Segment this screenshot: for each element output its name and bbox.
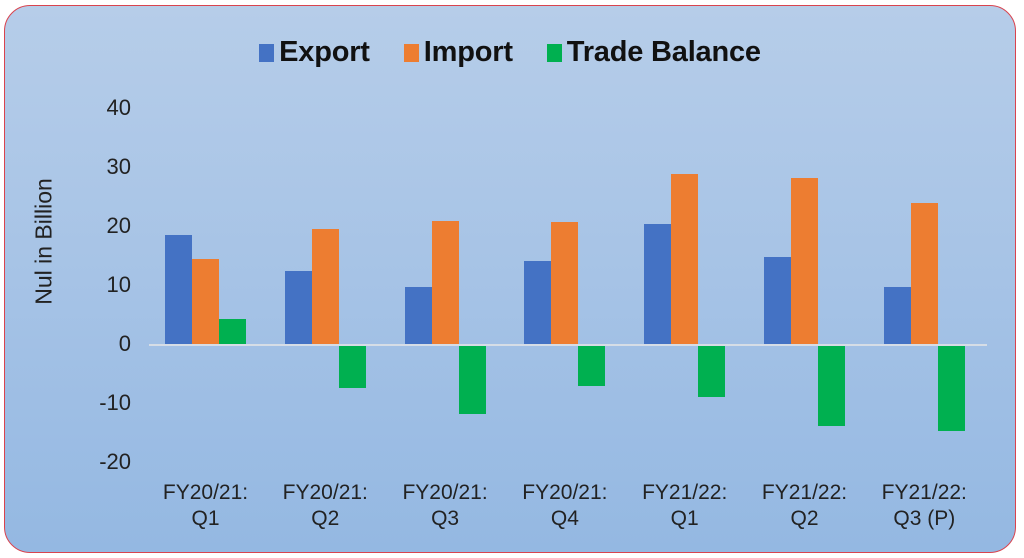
legend-item-export: Export	[259, 36, 370, 69]
y-axis-label: Nul in Billion	[30, 178, 57, 305]
x-tick-label: FY21/22: Q2	[740, 480, 870, 532]
x-tick-line: Q2	[311, 507, 340, 530]
y-tick-label: 0	[118, 331, 131, 356]
bar-import	[311, 228, 339, 344]
x-tick-line: Q3	[431, 507, 460, 530]
bar-import	[431, 221, 459, 344]
y-tick-label: 10	[106, 272, 131, 297]
x-tick-line: Q3 (P)	[893, 507, 956, 530]
x-tick-line: Q1	[670, 507, 699, 530]
legend-item-import: Import	[403, 36, 513, 69]
x-tick-label: FY20/21: Q2	[260, 480, 390, 532]
bar-trade-balance	[937, 346, 965, 431]
chart-frame: Export Import Trade Balance Nul in Billi…	[4, 5, 1016, 553]
x-tick-line: FY20/21:	[522, 481, 608, 504]
x-tick-line: Q4	[550, 507, 579, 530]
x-tick-line: FY20/21:	[282, 481, 368, 504]
bar-export	[764, 257, 791, 344]
bar-export	[644, 224, 672, 344]
legend-label: Export	[279, 36, 370, 68]
bar-import	[671, 174, 699, 344]
x-tick-label: FY21/22: Q3 (P)	[859, 480, 989, 532]
bar-trade-balance	[698, 346, 726, 397]
bar-import	[192, 259, 219, 344]
legend-label: Trade Balance	[566, 36, 761, 68]
bar-export	[404, 286, 432, 344]
bar-trade-balance	[338, 346, 366, 388]
y-tick-label: 40	[106, 95, 131, 120]
bar-trade-balance	[818, 346, 845, 426]
x-tick-label: FY20/21: Q1	[141, 480, 271, 532]
x-tick-line: FY21/22:	[761, 481, 848, 504]
legend-swatch-export	[259, 43, 275, 62]
bar-export	[165, 234, 192, 344]
legend-swatch-trade-balance	[546, 43, 562, 62]
bar-import	[551, 221, 579, 344]
bar-import	[791, 178, 818, 344]
x-tick-line: FY21/22:	[881, 481, 967, 504]
x-tick-line: FY20/21:	[402, 481, 488, 504]
bar-export	[284, 270, 312, 344]
chart-legend: Export Import Trade Balance	[5, 36, 1015, 69]
zero-baseline	[149, 344, 987, 346]
legend-swatch-import	[403, 43, 419, 62]
y-tick-label: 20	[106, 213, 131, 238]
y-tick-label: -10	[99, 390, 131, 415]
x-tick-line: Q1	[191, 507, 220, 530]
legend-item-trade-balance: Trade Balance	[546, 36, 761, 69]
x-tick-line: FY20/21:	[162, 481, 249, 504]
bar-export	[524, 261, 552, 344]
legend-label: Import	[423, 36, 513, 68]
x-tick-label: FY20/21: Q4	[500, 480, 630, 532]
bar-import	[910, 202, 938, 344]
x-tick-line: Q2	[790, 507, 819, 530]
x-tick-label: FY20/21: Q3	[380, 480, 510, 532]
bar-trade-balance	[458, 346, 486, 414]
x-tick-label: FY21/22: Q1	[620, 480, 750, 532]
bar-trade-balance	[578, 346, 606, 387]
y-tick-label: 30	[106, 154, 131, 179]
x-tick-line: FY21/22:	[642, 481, 728, 504]
bar-export	[883, 286, 911, 344]
bar-trade-balance	[219, 319, 246, 344]
y-tick-label: -20	[99, 449, 131, 474]
